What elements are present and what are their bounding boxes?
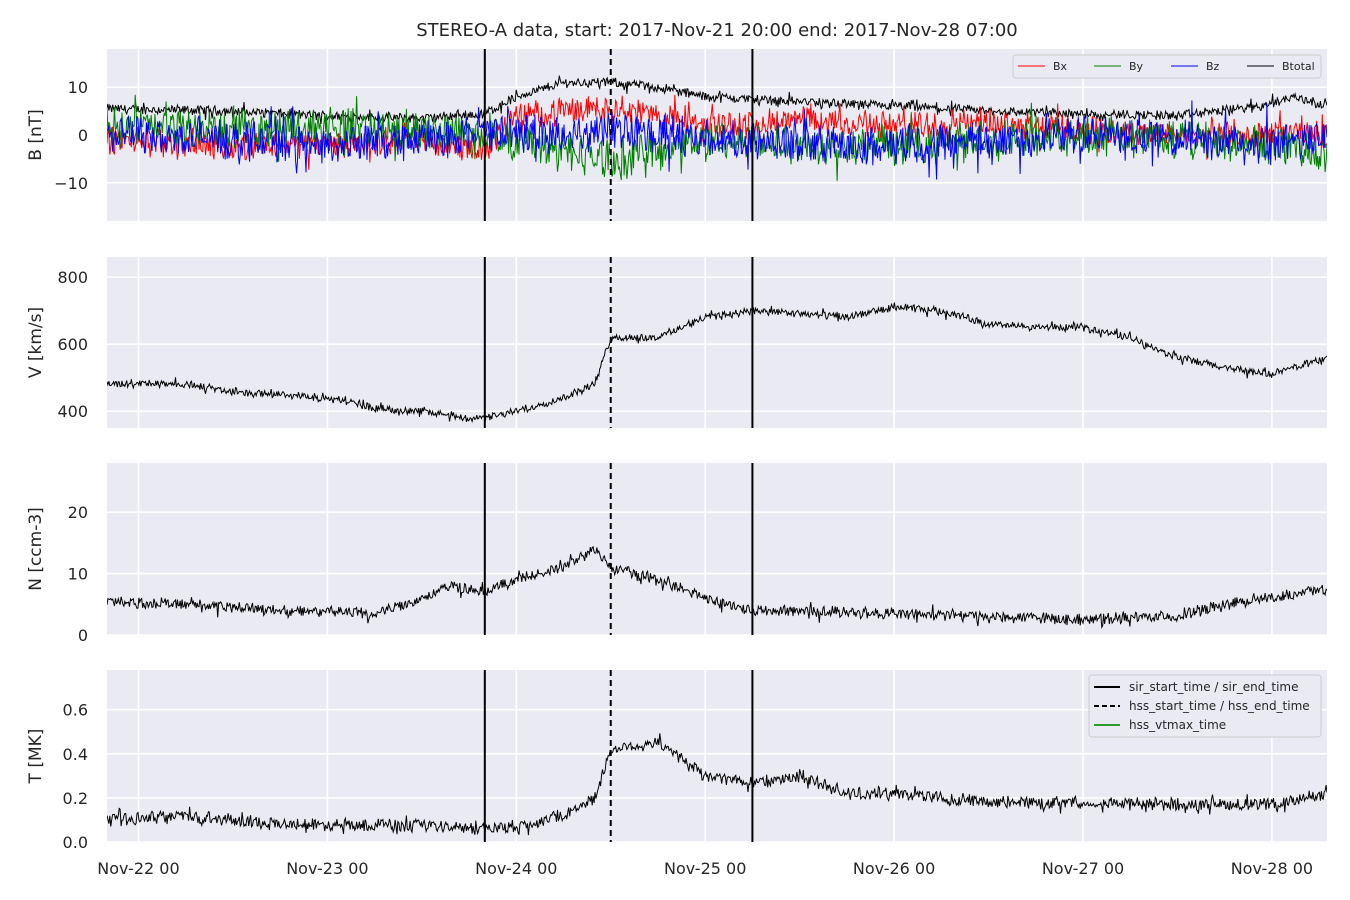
legend-label: Btotal [1282,60,1315,73]
x-tick-label: Nov-26 00 [853,859,935,878]
panel-2: 0 10 20 N [ccm-3] [26,463,1327,645]
y-tick-label: 0.4 [63,745,88,764]
legend-markers: sir_start_time / sir_end_time hss_start_t… [1088,674,1322,738]
legend-box [1088,674,1322,738]
series-group [107,545,1327,630]
legend-label: sir_start_time / sir_end_time [1129,680,1299,694]
y-tick-label: 10 [68,78,88,97]
series-line-bz [107,100,1327,180]
y-tick-label: 0.0 [63,833,88,852]
legend-box [1012,54,1322,79]
series-line-btotal [107,75,1327,125]
panel-background [107,463,1327,635]
y-axis-label: V [km/s] [26,307,46,378]
series-line-by [107,94,1327,181]
x-tick-label: Nov-23 00 [286,859,368,878]
series-line-t [107,733,1327,836]
y-tick-label: 800 [57,268,88,287]
legend-label: By [1129,60,1144,73]
x-tick-label: Nov-27 00 [1042,859,1124,878]
x-tick-label: Nov-28 00 [1231,859,1313,878]
x-tick-label: Nov-25 00 [664,859,746,878]
y-tick-label: 0.6 [63,701,88,720]
x-tick-label: Nov-22 00 [97,859,179,878]
legend-label: hss_start_time / hss_end_time [1129,699,1310,713]
panel-background [107,257,1327,428]
series-group [107,75,1327,181]
y-tick-label: 0 [78,126,88,145]
y-axis-label: B [nT] [26,109,46,161]
y-tick-label: 600 [57,335,88,354]
y-tick-label: 10 [68,565,88,584]
y-tick-label: 400 [57,402,88,421]
y-axis-label: T [MK] [26,729,46,785]
y-tick-label: −10 [54,174,88,193]
y-axis-label: N [ccm-3] [26,507,46,591]
y-tick-label: 20 [68,503,88,522]
chart-title: STEREO-A data, start: 2017-Nov-21 20:00 … [416,20,1017,41]
legend-label: Bx [1053,60,1068,73]
series-line-v [107,302,1327,424]
y-tick-label: 0 [78,626,88,645]
x-tick-label: Nov-24 00 [475,859,557,878]
legend-b: Bx By Bz Btotal [1012,54,1322,79]
y-tick-label: 0.2 [63,789,88,808]
series-group [107,302,1327,424]
legend-label: Bz [1206,60,1220,73]
panel-1: 400 600 800 V [km/s] [26,257,1327,428]
legend-label: hss_vtmax_time [1129,718,1226,732]
series-line-n [107,545,1327,630]
series-group [107,733,1327,836]
